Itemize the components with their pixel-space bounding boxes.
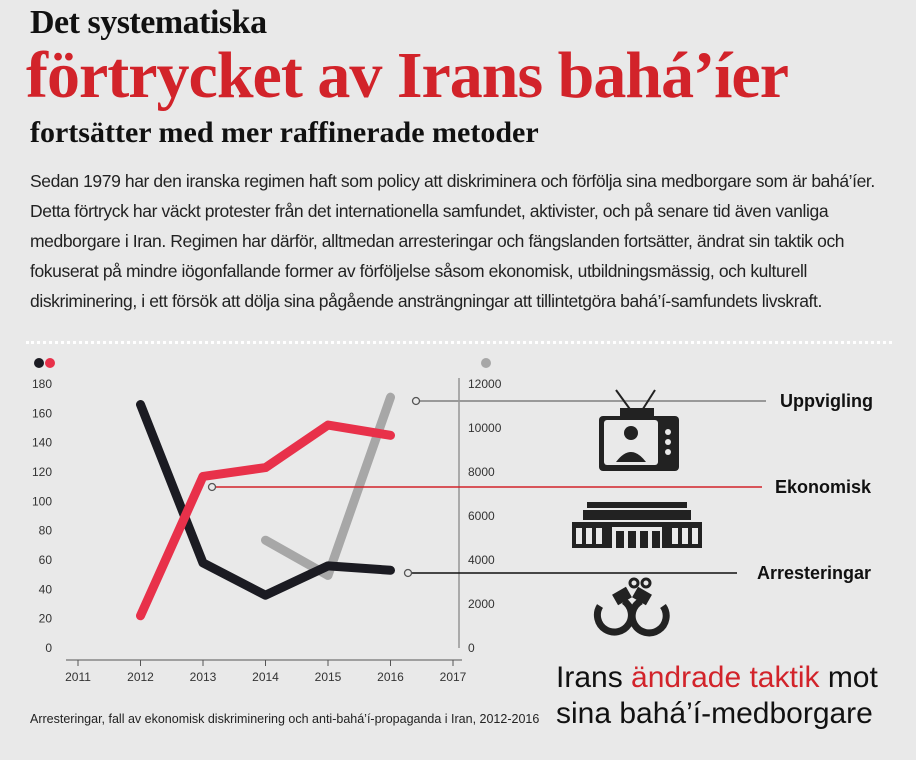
series-line-ekonomisk — [136, 420, 395, 621]
title-line-2: förtrycket av Irans bahá’íer — [26, 39, 789, 112]
headline-line2: sina bahá’í-medborgare — [556, 697, 873, 730]
x-tick-label-5: 2016 — [377, 670, 404, 684]
x-tick-label-6: 2017 — [440, 670, 467, 684]
x-tick-label-3: 2014 — [252, 670, 279, 684]
series-layer — [136, 392, 395, 621]
dotted-divider — [26, 341, 892, 344]
x-tick-label-4: 2015 — [315, 670, 342, 684]
label-ekonomisk: Ekonomisk — [775, 477, 872, 497]
left-tick-label-6: 120 — [32, 465, 52, 479]
left-tick-label-5: 100 — [32, 494, 52, 508]
x-tick-label-2: 2013 — [190, 670, 217, 684]
left-tick-label-3: 60 — [39, 553, 53, 567]
legend-dot-grey — [481, 358, 491, 368]
leader-uppvigling — [411, 396, 766, 406]
left-tick-label-9: 180 — [32, 377, 52, 391]
chart-caption: Arresteringar, fall av ekonomisk diskrim… — [30, 712, 540, 726]
right-tick-label-5: 10000 — [468, 421, 502, 435]
legend-dot-black — [34, 358, 44, 368]
chart: 0 20 40 60 80 100 120 140 160 180 0 2000 4000 6000 80… — [32, 358, 873, 684]
left-tick-label-8: 160 — [32, 406, 52, 420]
x-tick-label-1: 2012 — [127, 670, 154, 684]
right-tick-label-0: 0 — [468, 641, 475, 655]
series-line-arresteringar — [136, 400, 395, 600]
label-uppvigling: Uppvigling — [780, 391, 873, 411]
legend-dots-left — [34, 358, 55, 368]
headline-part1: Irans — [556, 661, 632, 694]
left-tick-label-0: 0 — [45, 641, 52, 655]
title-line-1: Det systematiska — [30, 4, 267, 41]
left-axis-ticks: 0 20 40 60 80 100 120 140 160 180 — [32, 377, 52, 655]
left-tick-label-1: 20 — [39, 612, 53, 626]
headline-highlight: ändrade taktik — [631, 661, 820, 694]
right-tick-label-3: 6000 — [468, 509, 495, 523]
legend-dot-red — [45, 358, 55, 368]
right-tick-label-6: 12000 — [468, 377, 502, 391]
right-axis-ticks: 0 2000 4000 6000 8000 10000 12000 — [468, 377, 502, 655]
leader-ekonomisk — [207, 482, 762, 492]
right-tick-label-4: 8000 — [468, 465, 495, 479]
left-tick-label-4: 80 — [39, 524, 53, 538]
handcuffs-icon — [593, 577, 670, 637]
title-line-3: fortsätter med mer raffinerade metoder — [30, 116, 539, 149]
label-arresteringar: Arresteringar — [757, 563, 871, 583]
headline: Irans ändrade taktik mot sina bahá’í-med… — [556, 660, 878, 732]
headline-part3: mot — [819, 661, 878, 694]
right-tick-label-2: 4000 — [468, 553, 495, 567]
shop-icon — [572, 502, 702, 548]
tv-icon — [599, 389, 679, 471]
series-line-uppvigling — [261, 392, 395, 580]
intro-paragraph: Sedan 1979 har den iranska regimen haft … — [30, 171, 875, 311]
right-tick-label-1: 2000 — [468, 597, 495, 611]
leader-arresteringar — [403, 568, 737, 578]
left-tick-label-2: 40 — [39, 582, 53, 596]
x-tick-label-0: 2011 — [65, 670, 91, 684]
left-tick-label-7: 140 — [32, 436, 52, 450]
x-axis-ticks: 2011 2012 2013 2014 2015 2016 2017 — [65, 660, 467, 684]
